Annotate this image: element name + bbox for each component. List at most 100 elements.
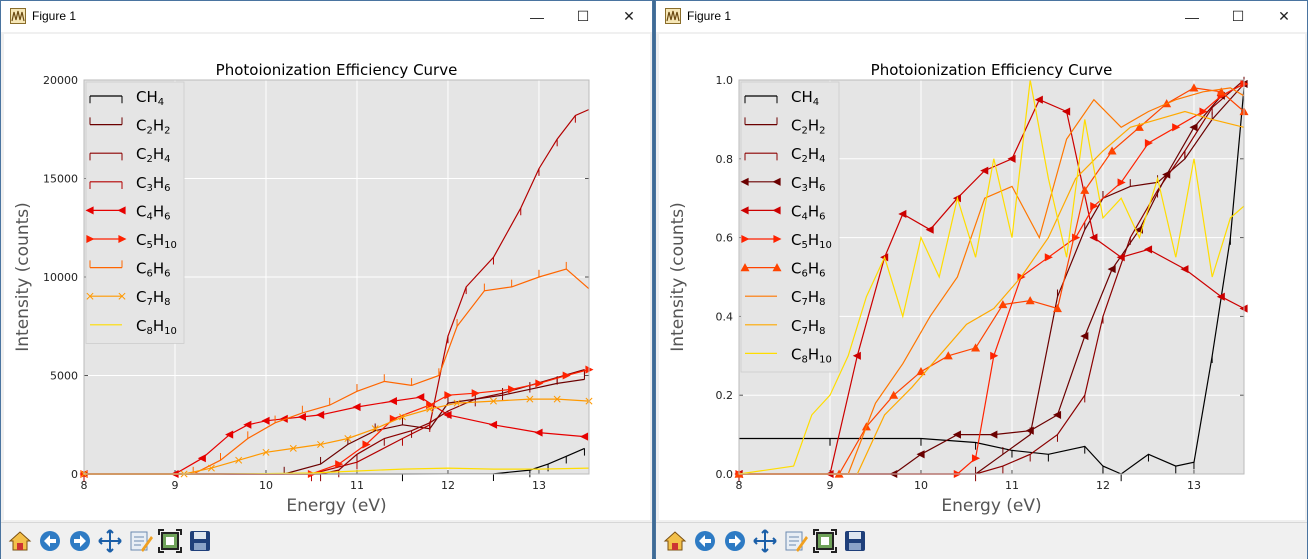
pan-button[interactable] <box>752 528 778 554</box>
maximize-button[interactable]: ☐ <box>1231 8 1245 24</box>
data-point <box>980 166 989 175</box>
legend-label: C6H6 <box>791 260 826 280</box>
legend-entry: C6H6 <box>89 260 171 280</box>
data-point <box>916 367 926 376</box>
legend: CH4 C2H2 C2H4 C3H6 C4H6 C5H10 C6H6 C7H8 C8H10 <box>85 81 185 344</box>
legend-label: C3H6 <box>791 174 826 194</box>
series-line <box>84 396 585 475</box>
forward-arrow-button[interactable] <box>67 528 93 554</box>
close-button[interactable]: ✕ <box>623 8 635 24</box>
series-9 <box>739 110 1245 475</box>
zoom-rect-button[interactable] <box>157 528 183 554</box>
data-point <box>1044 253 1053 262</box>
data-point <box>471 389 480 398</box>
data-point <box>916 450 925 459</box>
data-point <box>526 395 534 403</box>
home-button[interactable] <box>7 528 33 554</box>
data-point <box>998 300 1008 309</box>
x-tick-label: 12 <box>441 479 455 492</box>
minimize-button[interactable]: — <box>1185 8 1199 25</box>
legend: CH4 C2H2 C2H4 C3H6 C4H6 C5H10 C6H6 C7H8 C7H8 C8H1… <box>740 81 840 373</box>
series-line <box>739 83 1245 475</box>
figure-canvas[interactable]: 8 9 10 11 12 13 0 5000 10000 15000 20000 Photoioniz… <box>4 34 650 520</box>
legend-entry: C2H4 <box>89 145 171 165</box>
configure-subplots-icon <box>785 531 808 552</box>
x-tick-label: 9 <box>171 479 178 492</box>
legend-entry: C8H10 <box>745 345 832 365</box>
x-tick-label: 11 <box>350 479 364 492</box>
legend-entry: C7H8 <box>745 288 826 308</box>
legend-entry: C7H8 <box>86 288 171 308</box>
configure-subplots-button[interactable] <box>127 528 153 554</box>
chart: 8 9 10 11 12 13 0 5000 10000 15000 20000 Photoioniz… <box>13 61 594 516</box>
title-bar[interactable]: Figure 1 — ☐ ✕ <box>1 1 652 32</box>
legend-entry: C2H2 <box>89 117 171 137</box>
zoom-rect-button[interactable] <box>812 528 838 554</box>
save-button[interactable] <box>187 528 213 554</box>
legend-label: C8H10 <box>791 345 832 365</box>
home-icon <box>8 531 32 551</box>
legend-label: C2H4 <box>136 145 171 165</box>
legend-entry: CH4 <box>89 88 164 108</box>
data-point <box>1216 87 1226 96</box>
legend-entry: C2H4 <box>744 145 826 165</box>
data-point <box>317 440 325 448</box>
zoom-rect-icon <box>158 529 182 553</box>
series-4 <box>83 108 590 482</box>
series-6 <box>735 79 1249 479</box>
x-tick-label: 11 <box>1005 479 1019 492</box>
data-point <box>1134 122 1144 131</box>
legend-entry: C7H8 <box>745 317 826 337</box>
back-arrow-icon <box>40 531 60 551</box>
data-point <box>1216 292 1225 301</box>
data-point <box>297 412 306 421</box>
legend-label: C4H6 <box>791 202 826 222</box>
y-tick-label: 0.0 <box>716 468 734 481</box>
data-point <box>535 379 544 388</box>
legend-entry: C5H10 <box>86 231 177 251</box>
save-button[interactable] <box>842 528 868 554</box>
data-point <box>889 390 899 399</box>
data-point <box>952 430 961 439</box>
pan-button[interactable] <box>97 528 123 554</box>
data-point <box>1025 296 1035 305</box>
configure-subplots-button[interactable] <box>782 528 808 554</box>
x-tick-label: 13 <box>1187 479 1201 492</box>
pan-icon <box>753 529 777 553</box>
data-point <box>1090 202 1099 211</box>
data-point <box>1080 332 1089 341</box>
y-tick-label: 5000 <box>50 370 78 383</box>
series-line <box>739 83 1245 475</box>
data-point <box>534 428 543 437</box>
series-line <box>84 398 590 475</box>
title-bar[interactable]: Figure 1 — ☐ ✕ <box>656 1 1307 32</box>
back-arrow-button[interactable] <box>692 528 718 554</box>
legend-label: C7H8 <box>791 288 826 308</box>
close-button[interactable]: ✕ <box>1278 8 1290 24</box>
legend-entry: C2H2 <box>744 117 826 137</box>
back-arrow-button[interactable] <box>37 528 63 554</box>
figure-window-left: Figure 1 — ☐ ✕ 8 9 10 11 12 13 0 5000 10000 15000… <box>0 0 653 559</box>
data-point <box>1052 410 1062 419</box>
data-point <box>371 425 379 433</box>
data-point <box>579 432 589 441</box>
data-point <box>971 343 981 352</box>
data-point <box>1007 154 1016 163</box>
home-button[interactable] <box>662 528 688 554</box>
data-point <box>289 444 297 452</box>
legend-label: C5H10 <box>791 231 832 251</box>
x-axis-label: Energy (eV) <box>941 496 1041 516</box>
series-line <box>84 369 590 475</box>
y-tick-label: 15000 <box>43 173 78 186</box>
legend-label: C2H4 <box>791 145 826 165</box>
figure-canvas[interactable]: 8 9 10 11 12 13 0.0 0.2 0.4 0.6 0.8 1.0 Photoionizat… <box>659 34 1305 520</box>
data-point <box>1189 83 1199 92</box>
maximize-button[interactable]: ☐ <box>576 8 590 24</box>
x-axis-label: Energy (eV) <box>286 496 386 516</box>
y-tick-label: 20000 <box>43 74 78 87</box>
pan-icon <box>98 529 122 553</box>
data-point <box>389 414 398 423</box>
forward-arrow-button[interactable] <box>722 528 748 554</box>
minimize-button[interactable]: — <box>530 8 544 25</box>
legend-label: C8H10 <box>136 317 177 337</box>
